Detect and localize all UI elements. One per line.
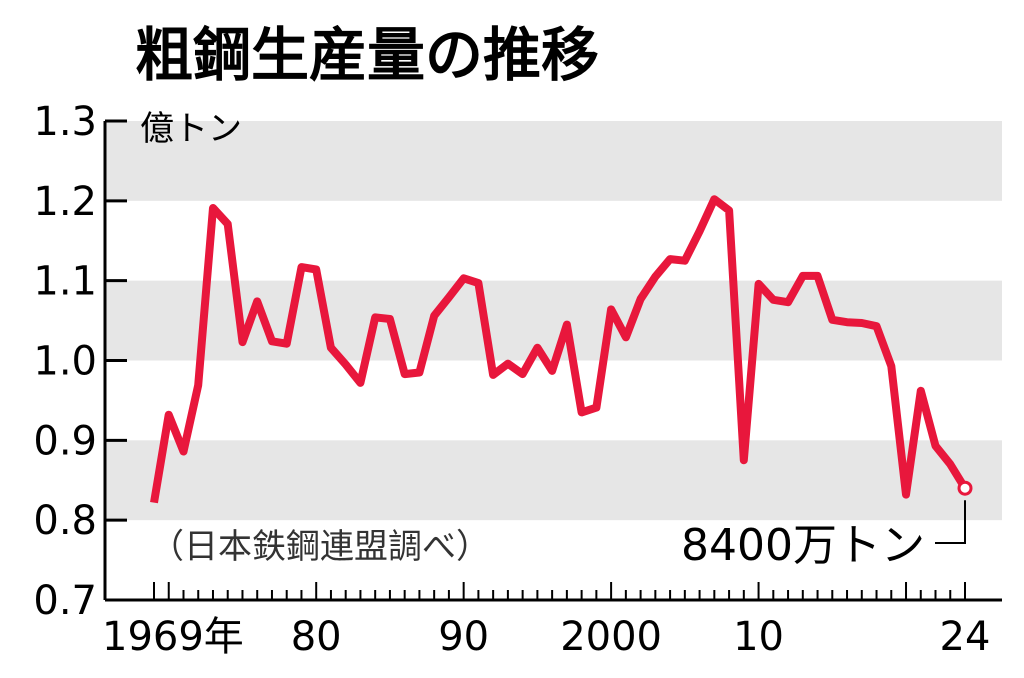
callout: 8400万トン — [681, 480, 973, 571]
x-tick-label: 10 — [733, 614, 784, 660]
x-tick-label: 90 — [438, 614, 489, 660]
source-note: （日本鉄鋼連盟調べ） — [150, 527, 490, 567]
y-tick-label: 1.1 — [33, 259, 97, 305]
x-tick-label: 2000 — [560, 614, 662, 660]
y-tick-label: 1.0 — [33, 339, 97, 385]
x-tick-label: 24 — [940, 614, 991, 660]
y-tick-label: 1.2 — [33, 179, 97, 225]
steel-production-line — [150, 195, 969, 504]
series-line — [150, 195, 969, 504]
y-axis-ticks: 1.3 1.2 1.1 1.0 0.9 0.8 0.7 — [33, 99, 127, 624]
x-tick-label: 80 — [291, 614, 342, 660]
x-tick-label: 1969年 — [102, 614, 244, 660]
chart-title: 粗鋼生産量の推移 — [135, 21, 599, 89]
y-tick-label: 0.9 — [33, 418, 97, 464]
y-axis-unit: 億トン — [140, 109, 242, 149]
x-axis: 1969年 80 90 2000 10 24 — [102, 582, 1002, 660]
endpoint-marker — [957, 480, 973, 496]
y-tick-label: 1.3 — [33, 99, 97, 145]
callout-leader — [935, 500, 966, 544]
y-tick-label: 0.8 — [33, 498, 97, 544]
y-tick-label: 0.7 — [33, 578, 97, 624]
callout-label: 8400万トン — [681, 520, 925, 571]
gray-band-0 — [105, 121, 1002, 201]
gray-band-2 — [105, 440, 1002, 521]
